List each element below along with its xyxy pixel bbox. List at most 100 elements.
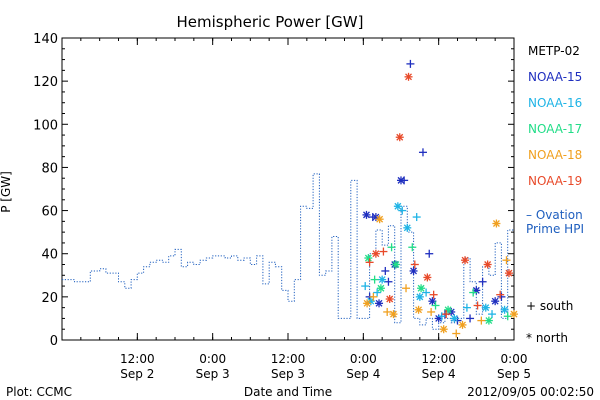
north-point-noaa-16	[500, 305, 509, 314]
north-point-noaa-16	[450, 314, 459, 323]
footer-timestamp: 2012/09/05 00:02:50	[467, 385, 594, 399]
north-point-noaa-17	[376, 284, 385, 293]
legend-noaa-18: NOAA-18	[528, 148, 582, 162]
legend-noaa-19: NOAA-19	[528, 174, 582, 188]
north-point-noaa-15	[428, 297, 437, 306]
south-point-noaa-19	[365, 258, 374, 267]
north-point-noaa-16	[393, 202, 402, 211]
south-point-noaa-18	[427, 307, 436, 316]
south-point-noaa-16	[422, 288, 431, 297]
satellite-points	[361, 59, 518, 338]
north-point-noaa-17	[417, 284, 426, 293]
north-point-noaa-16	[415, 292, 424, 301]
legend-metp-02: METP-02	[528, 44, 580, 58]
north-point-noaa-18	[492, 219, 501, 228]
north-point-noaa-18	[458, 320, 467, 329]
north-point-noaa-17	[444, 305, 453, 314]
north-point-noaa-19	[423, 273, 432, 282]
north-point-noaa-15	[409, 266, 418, 275]
y-axis: 0 20 40 60 80 100 120 140	[33, 32, 514, 349]
south-point-noaa-15	[406, 59, 415, 68]
x-tick-label-date: Sep 3	[196, 367, 230, 381]
legend-symbol-north: * north	[526, 331, 568, 345]
south-point-noaa-15	[418, 148, 427, 157]
south-point-noaa-18	[502, 256, 511, 265]
y-tick-label: 80	[41, 161, 58, 176]
north-point-noaa-19	[504, 269, 513, 278]
south-point-noaa-17	[469, 288, 478, 297]
south-point-noaa-18	[477, 316, 486, 325]
south-point-noaa-19	[410, 260, 419, 269]
north-point-noaa-17	[364, 254, 373, 263]
satellite-legend: METP-02 NOAA-15 NOAA-16 NOAA-17 NOAA-18 NOAA-…	[528, 44, 582, 188]
south-point-noaa-18	[383, 307, 392, 316]
south-point-noaa-18	[402, 284, 411, 293]
ovation-prime-hpi-line	[62, 173, 514, 330]
south-point-noaa-16	[398, 206, 407, 215]
south-point-noaa-17	[387, 243, 396, 252]
legend-noaa-15: NOAA-15	[528, 70, 582, 84]
north-point-noaa-15	[491, 297, 500, 306]
legend-noaa-17: NOAA-17	[528, 122, 582, 136]
north-point-noaa-18	[510, 310, 518, 319]
y-axis-label: P [GW]	[0, 171, 13, 213]
north-point-noaa-19	[461, 256, 470, 265]
x-tick-label: 0:00	[199, 352, 226, 366]
south-point-noaa-16	[412, 213, 421, 222]
x-tick-label-date: Sep 2	[120, 367, 154, 381]
north-point-noaa-18	[414, 305, 423, 314]
x-tick-label: 12:00	[120, 352, 155, 366]
y-tick-label: 140	[33, 32, 58, 47]
legend-noaa-16: NOAA-16	[528, 96, 582, 110]
south-point-noaa-15	[425, 249, 434, 258]
y-tick-label: 120	[33, 75, 58, 90]
plot-area-frame	[61, 37, 515, 341]
north-point-noaa-18	[375, 215, 384, 224]
south-point-noaa-17	[503, 312, 512, 321]
y-tick-label: 60	[41, 205, 58, 220]
north-point-noaa-17	[484, 316, 493, 325]
north-point-noaa-19	[385, 295, 394, 304]
south-point-noaa-15	[400, 176, 409, 185]
south-point-noaa-17	[370, 275, 379, 284]
y-tick-label: 40	[41, 248, 58, 263]
ovation-legend-label: – Ovation	[526, 208, 583, 222]
south-point-noaa-16	[488, 310, 497, 319]
north-point-noaa-15	[375, 299, 384, 308]
south-point-noaa-16	[437, 312, 446, 321]
x-tick-label: 0:00	[350, 352, 377, 366]
north-point-noaa-16	[378, 275, 387, 284]
south-point-noaa-15	[381, 266, 390, 275]
symbol-legend: + south * north	[526, 299, 573, 345]
south-point-noaa-16	[462, 303, 471, 312]
x-tick-label-date: Sep 4	[346, 367, 380, 381]
south-point-noaa-19	[473, 301, 482, 310]
north-point-noaa-18	[389, 310, 398, 319]
south-point-noaa-18	[369, 292, 378, 301]
chart-title: Hemispheric Power [GW]	[177, 13, 364, 31]
ovation-legend-label-2: Prime HPI	[526, 222, 584, 236]
north-point-noaa-18	[363, 299, 372, 308]
south-point-noaa-19	[429, 290, 438, 299]
north-point-noaa-17	[391, 260, 400, 269]
north-point-noaa-19	[371, 249, 380, 258]
south-point-noaa-15	[466, 314, 475, 323]
north-point-noaa-16	[481, 303, 490, 312]
footer-plot-source: Plot: CCMC	[6, 385, 72, 399]
x-tick-label: 12:00	[271, 352, 306, 366]
south-point-noaa-18	[452, 329, 461, 338]
y-tick-label: 100	[33, 118, 58, 133]
south-point-noaa-15	[478, 277, 487, 286]
south-point-noaa-15	[384, 277, 393, 286]
north-point-noaa-16	[403, 223, 412, 232]
south-point-noaa-16	[361, 282, 370, 291]
south-point-noaa-17	[431, 301, 440, 310]
x-tick-label: 12:00	[421, 352, 456, 366]
south-point-noaa-16	[373, 288, 382, 297]
south-point-noaa-19	[442, 310, 451, 319]
y-tick-label: 0	[50, 334, 58, 349]
y-tick-label: 20	[41, 291, 58, 306]
x-axis-label: Date and Time	[244, 385, 332, 399]
x-tick-label: 0:00	[501, 352, 528, 366]
